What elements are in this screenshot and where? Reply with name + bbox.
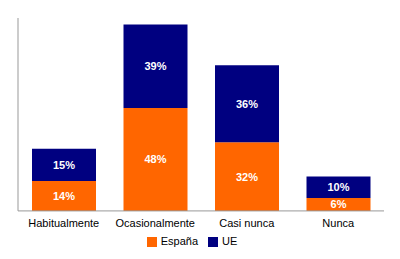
svg-text:48%: 48%	[144, 153, 166, 165]
html-text:UE: UE	[222, 234, 238, 247]
svg-text:Nunca: Nunca	[322, 217, 355, 229]
svg-text:10%: 10%	[327, 181, 349, 193]
svg-text:39%: 39%	[144, 60, 166, 72]
svg-text:Habitualmente: Habitualmente	[28, 217, 99, 229]
svg-text:14%: 14%	[53, 190, 75, 202]
svg-text:36%: 36%	[236, 98, 258, 110]
svg-text:6%: 6%	[331, 198, 347, 210]
svg-text:15%: 15%	[53, 159, 75, 171]
svg-text:Ocasionalmente: Ocasionalmente	[116, 217, 196, 229]
html-text:España: España	[160, 234, 198, 247]
svg-text:32%: 32%	[236, 171, 258, 183]
svg-text:Casi nunca: Casi nunca	[219, 217, 275, 229]
